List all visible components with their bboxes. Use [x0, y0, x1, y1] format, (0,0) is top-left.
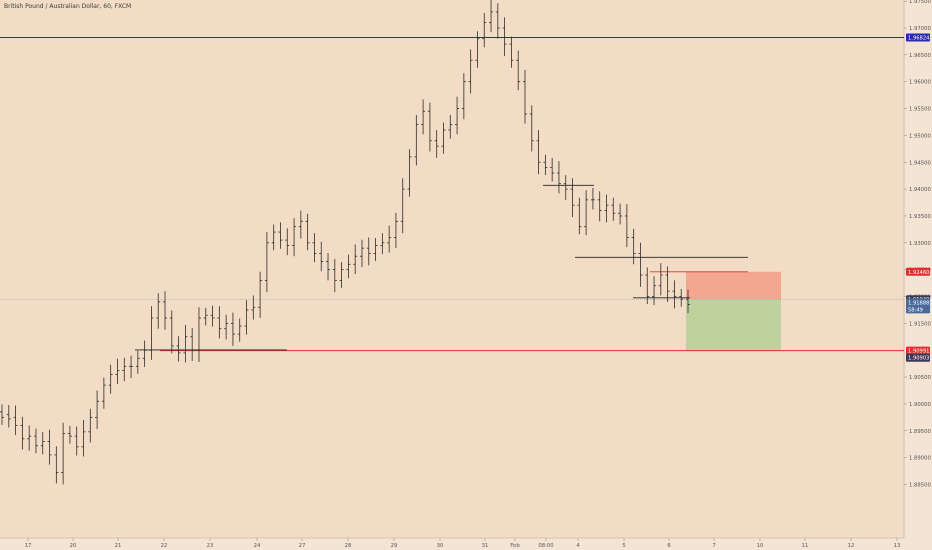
x-tick-label: 22 — [161, 543, 168, 549]
x-tick-label: 28 — [345, 543, 352, 549]
x-tick-label: 20 — [70, 543, 77, 549]
y-tick-label: 1.88500 — [909, 482, 932, 488]
x-tick-label: 24 — [254, 543, 261, 549]
y-tick-label: 1.91500 — [909, 321, 932, 327]
target-price-tag-label: 1.90903 — [908, 356, 929, 362]
y-tick-label: 1.89000 — [909, 456, 932, 462]
y-tick-label: 1.96000 — [909, 80, 932, 86]
y-tick-label: 1.93500 — [909, 214, 932, 220]
x-tick-label: 7 — [712, 543, 715, 549]
y-tick-label: 1.89500 — [909, 429, 932, 435]
x-tick-label: 13 — [894, 543, 901, 549]
y-tick-label: 1.97500 — [909, 0, 932, 5]
x-tick-label: 12 — [848, 543, 855, 549]
x-tick-label: 27 — [299, 543, 306, 549]
y-tick-label: 1.90500 — [909, 375, 932, 381]
x-tick-label: 23 — [207, 543, 214, 549]
x-tick-label: 29 — [391, 543, 398, 549]
x-tick-label: 5 — [622, 543, 625, 549]
support-price-tag-label: 1.90991 — [908, 349, 929, 355]
chart-title: British Pound / Australian Dollar, 60, F… — [4, 3, 132, 10]
x-tick-label: 11 — [802, 543, 809, 549]
stop-price-tag-label: 1.92460 — [908, 270, 929, 276]
resistance-price-tag — [906, 33, 930, 42]
stop-price-tag — [906, 267, 930, 276]
x-tick-label: 31 — [482, 543, 489, 549]
x-tick-label: 08:00 — [538, 543, 554, 549]
target-zone — [686, 299, 781, 351]
y-tick-label: 1.94500 — [909, 160, 932, 166]
y-tick-label: 1.94000 — [909, 187, 932, 193]
y-tick-label: 1.96500 — [909, 53, 932, 59]
support-price-tag — [906, 346, 930, 355]
last-price-tag — [906, 298, 930, 307]
countdown-tag-label: 58:49 — [908, 307, 923, 313]
x-tick-label: 4 — [576, 543, 580, 549]
countdown-tag — [906, 305, 930, 314]
x-tick-label: 30 — [437, 543, 444, 549]
y-tick-label: 1.95500 — [909, 107, 932, 113]
y-tick-label: 1.93000 — [909, 241, 932, 247]
x-tick-label: 6 — [667, 543, 671, 549]
resistance-price-tag-label: 1.96824 — [908, 35, 930, 41]
y-tick-label: 1.90000 — [909, 402, 932, 408]
stop-zone — [686, 271, 781, 300]
time-axis — [0, 538, 904, 550]
x-tick-label: 10 — [757, 543, 764, 549]
y-tick-label: 1.95000 — [909, 133, 932, 139]
last-price-tag-label: 1.91888 — [908, 301, 929, 307]
y-tick-label: 1.97000 — [909, 26, 932, 32]
x-tick-label: Feb — [510, 543, 520, 549]
target-price-tag — [906, 353, 930, 362]
x-tick-label: 21 — [115, 543, 122, 549]
x-tick-label: 17 — [25, 543, 32, 549]
